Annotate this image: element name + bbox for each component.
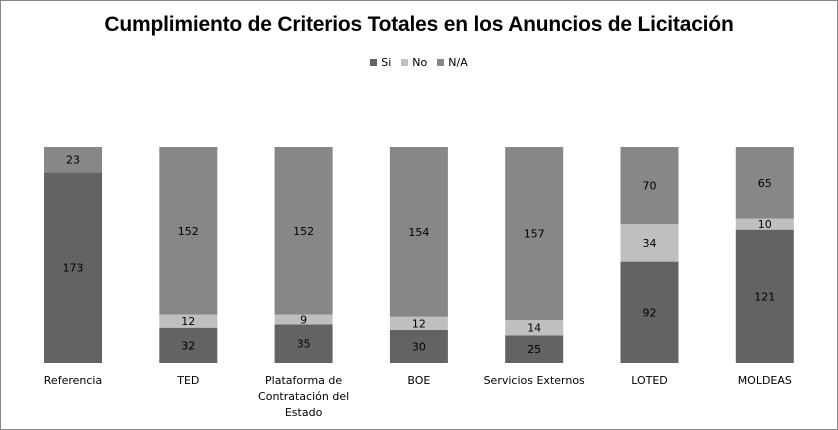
bar-segment [44, 147, 102, 173]
data-label: 154 [408, 226, 429, 239]
bar-segment [505, 320, 564, 336]
data-label: 157 [524, 228, 545, 241]
legend-swatch [437, 59, 445, 66]
data-label: 121 [754, 290, 775, 303]
data-label: 12 [181, 315, 195, 328]
data-label: 30 [412, 341, 426, 354]
data-label: 32 [181, 339, 195, 352]
bar-segment [620, 261, 679, 363]
data-label: 10 [758, 218, 772, 231]
data-label: 152 [293, 225, 314, 238]
bar-segment [44, 172, 102, 363]
category-label: Servicios Externos [479, 373, 589, 389]
legend-swatch [401, 59, 409, 66]
legend-item-0: Si [370, 56, 391, 69]
category-label-line: Plataforma de [265, 374, 343, 387]
data-label: 25 [527, 343, 541, 356]
chart-title: Cumplimiento de Criterios Totales en los… [104, 13, 734, 36]
category-label: TED [133, 373, 243, 389]
bar-segment [274, 324, 333, 363]
bar-segment [505, 335, 564, 363]
category-label: LOTED [595, 373, 705, 389]
category-label-line: LOTED [631, 374, 668, 387]
data-label: 14 [527, 322, 541, 335]
category-label-line: BOE [407, 374, 431, 387]
bar-segment [274, 314, 333, 325]
bar-segment [389, 329, 448, 363]
bar-segment [735, 147, 794, 219]
bar-segment [620, 224, 679, 262]
data-label: 173 [63, 262, 84, 275]
legend-label: Si [381, 56, 392, 69]
legend-swatch [370, 59, 378, 66]
legend-label: No [412, 56, 428, 69]
data-label: 35 [297, 338, 311, 351]
bar-segment [389, 147, 448, 317]
bar-segment [389, 316, 448, 330]
data-label: 9 [300, 314, 307, 327]
data-label: 23 [66, 154, 80, 167]
chart-legend: Si No N/A [1, 56, 837, 69]
category-label-line: Contratación del [258, 390, 350, 403]
data-label: 70 [643, 180, 657, 193]
bar-segment [505, 147, 564, 320]
bar-segment [159, 314, 218, 328]
category-label-line: Referencia [43, 374, 103, 387]
category-label: MOLDEAS [710, 373, 820, 389]
data-label: 92 [643, 306, 657, 319]
data-label: 65 [758, 177, 772, 190]
category-label: Referencia [18, 373, 128, 389]
bar-segment [159, 147, 218, 315]
bar-segment [735, 229, 794, 363]
category-label-line: Servicios Externos [483, 374, 585, 387]
category-label: BOE [364, 373, 474, 389]
category-label: Plataforma de Contratación del Estado [249, 373, 359, 421]
bar-segment [274, 147, 333, 315]
bar-segment [159, 327, 218, 363]
category-label-line: MOLDEAS [737, 374, 792, 387]
bar-segment [735, 218, 794, 230]
legend-item-1: No [401, 56, 427, 69]
legend-item-2: N/A [437, 56, 468, 69]
data-label: 152 [178, 225, 199, 238]
legend-label: N/A [448, 56, 468, 69]
bar-segment [620, 147, 679, 225]
category-label-line: TED [177, 374, 200, 387]
data-label: 34 [643, 237, 657, 250]
data-label: 12 [412, 317, 426, 330]
category-label-line: Estado [284, 406, 323, 419]
